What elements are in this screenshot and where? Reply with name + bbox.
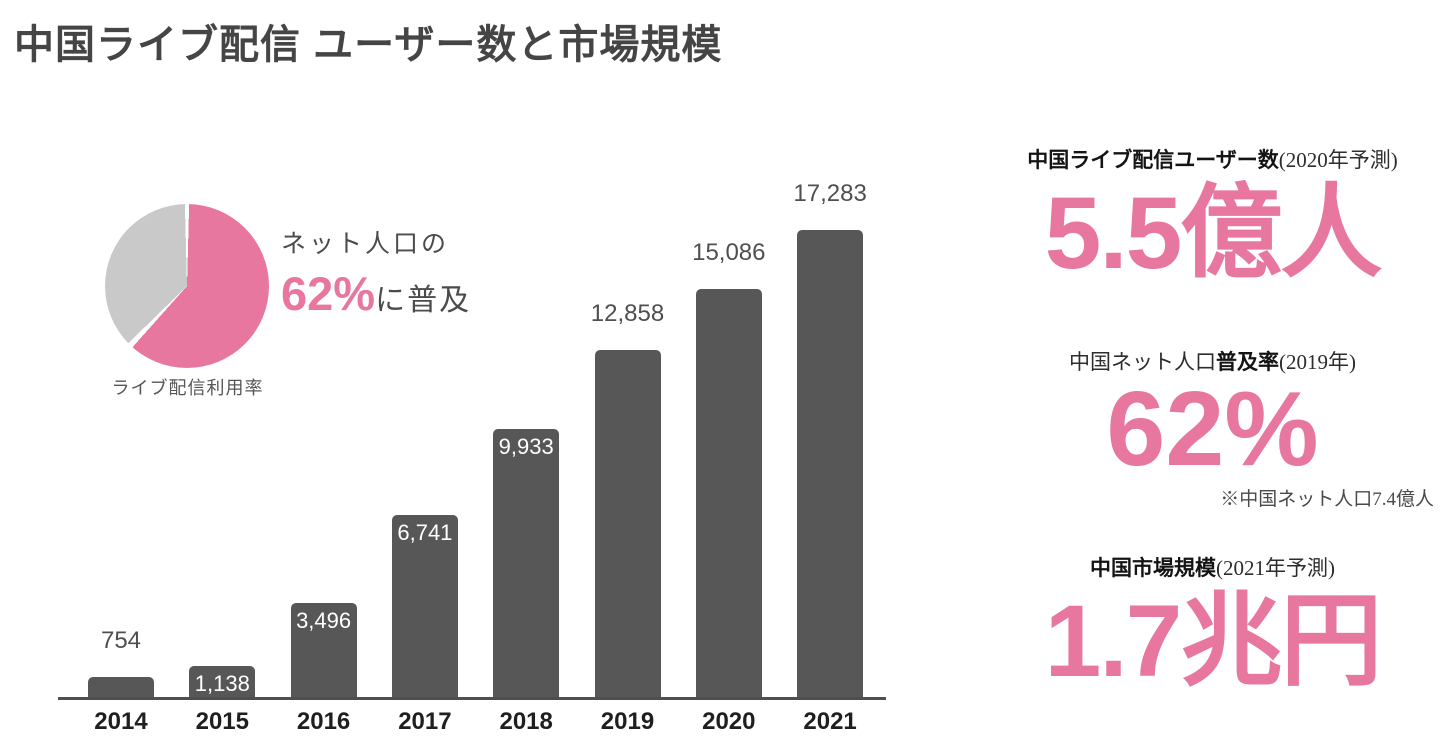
stat-penetration-value: 62% [1106, 370, 1319, 488]
x-axis-label-2017: 2017 [398, 708, 452, 735]
x-axis-label-2021: 2021 [803, 708, 857, 735]
x-axis-label-2018: 2018 [499, 708, 553, 735]
pie-annotation: ネット人口の 62%に普及 [281, 224, 471, 321]
bar-value-label-2019: 12,858 [590, 300, 665, 327]
bar-group-2017: 6,741 [370, 188, 480, 697]
x-axis-labels: 2014 2015 2016 2017 2018 2019 2020 2021 [58, 708, 886, 736]
stat-market-value: 1.7兆円 [1044, 584, 1383, 698]
stat-penetration-label-prefix: 中国ネット人口 [1069, 350, 1216, 374]
stat-market-label-bold: 中国市場規模 [1090, 557, 1216, 580]
pie-chart [105, 204, 269, 368]
stat-users-value: 5.5億人 [1044, 176, 1383, 290]
bar-group-2019: 12,858 [573, 188, 683, 697]
bar-value-label-2020: 15,086 [692, 239, 766, 266]
pie-annotation-suffix: に普及 [375, 284, 472, 317]
stat-penetration-label: 中国ネット人口普及率(2019年) [985, 346, 1440, 376]
x-axis-label-2015: 2015 [195, 708, 249, 735]
x-axis-label-2014: 2014 [94, 708, 148, 735]
bar-2016: 3,496 [290, 603, 357, 697]
stat-market-label-note: (2021年予測) [1216, 556, 1335, 580]
bar-2021 [797, 230, 864, 697]
stat-market-label: 中国市場規模(2021年予測) [985, 552, 1440, 582]
stat-penetration-footnote: ※中国ネット人口7.4億人 [1220, 488, 1434, 510]
bar-group-2016: 3,496 [269, 188, 379, 697]
bar-group-2020: 15,086 [674, 188, 784, 697]
pie-annotation-prefix: ネット人口の [281, 230, 450, 258]
stat-block-market: 中国市場規模(2021年予測) 1.7兆円 [985, 552, 1440, 692]
bar-2015: 1,138 [189, 666, 256, 697]
stat-penetration-label-note: (2019年) [1279, 350, 1356, 374]
bar-2020 [695, 289, 762, 697]
bar-2017: 6,741 [391, 515, 458, 697]
x-axis-label-2019: 2019 [600, 708, 655, 735]
bar-value-label-2018: 9,933 [498, 434, 554, 459]
stat-users-label-note: (2020年予測) [1278, 148, 1398, 172]
x-axis-label-2020: 2020 [702, 708, 756, 735]
page-title: 中国ライブ配信 ユーザー数と市場規模 [14, 23, 723, 67]
bar-value-label-2021: 17,283 [793, 180, 867, 207]
stat-users-label-bold: 中国ライブ配信ユーザー数 [1027, 149, 1279, 172]
stat-users-label: 中国ライブ配信ユーザー数(2020年予測) [985, 144, 1440, 174]
bar-plot: 754 1,138 3,496 6,741 9,933 12,858 15,086 17,28… [58, 180, 886, 700]
bar-value-label-2016: 3,496 [296, 608, 352, 633]
pie-caption: ライブ配信利用率 [111, 378, 264, 398]
bar-group-2021: 17,283 [775, 180, 885, 697]
stat-penetration-label-bold: 普及率 [1216, 351, 1279, 374]
bar-group-2014: 754 [66, 188, 176, 697]
bar-chart: 754 1,138 3,496 6,741 9,933 12,858 15,086 17,28… [58, 180, 886, 736]
x-axis-label-2016: 2016 [296, 708, 351, 735]
bar-value-label-2014: 754 [100, 627, 142, 654]
bar-group-2015: 1,138 [167, 188, 277, 697]
bar-2014 [88, 677, 154, 697]
pie-annotation-percent: 62% [281, 267, 376, 320]
bar-2019 [594, 350, 661, 697]
bar-group-2018: 9,933 [471, 188, 581, 697]
bar-2018: 9,933 [493, 429, 560, 697]
bar-value-label-2015: 1,138 [194, 671, 250, 696]
pie-annotation-value-line: 62%に普及 [281, 266, 471, 321]
stat-block-penetration: 中国ネット人口普及率(2019年) 62% ※中国ネット人口7.4億人 [985, 346, 1440, 511]
stat-block-users: 中国ライブ配信ユーザー数(2020年予測) 5.5億人 [985, 144, 1440, 284]
bar-value-label-2017: 6,741 [397, 520, 453, 545]
